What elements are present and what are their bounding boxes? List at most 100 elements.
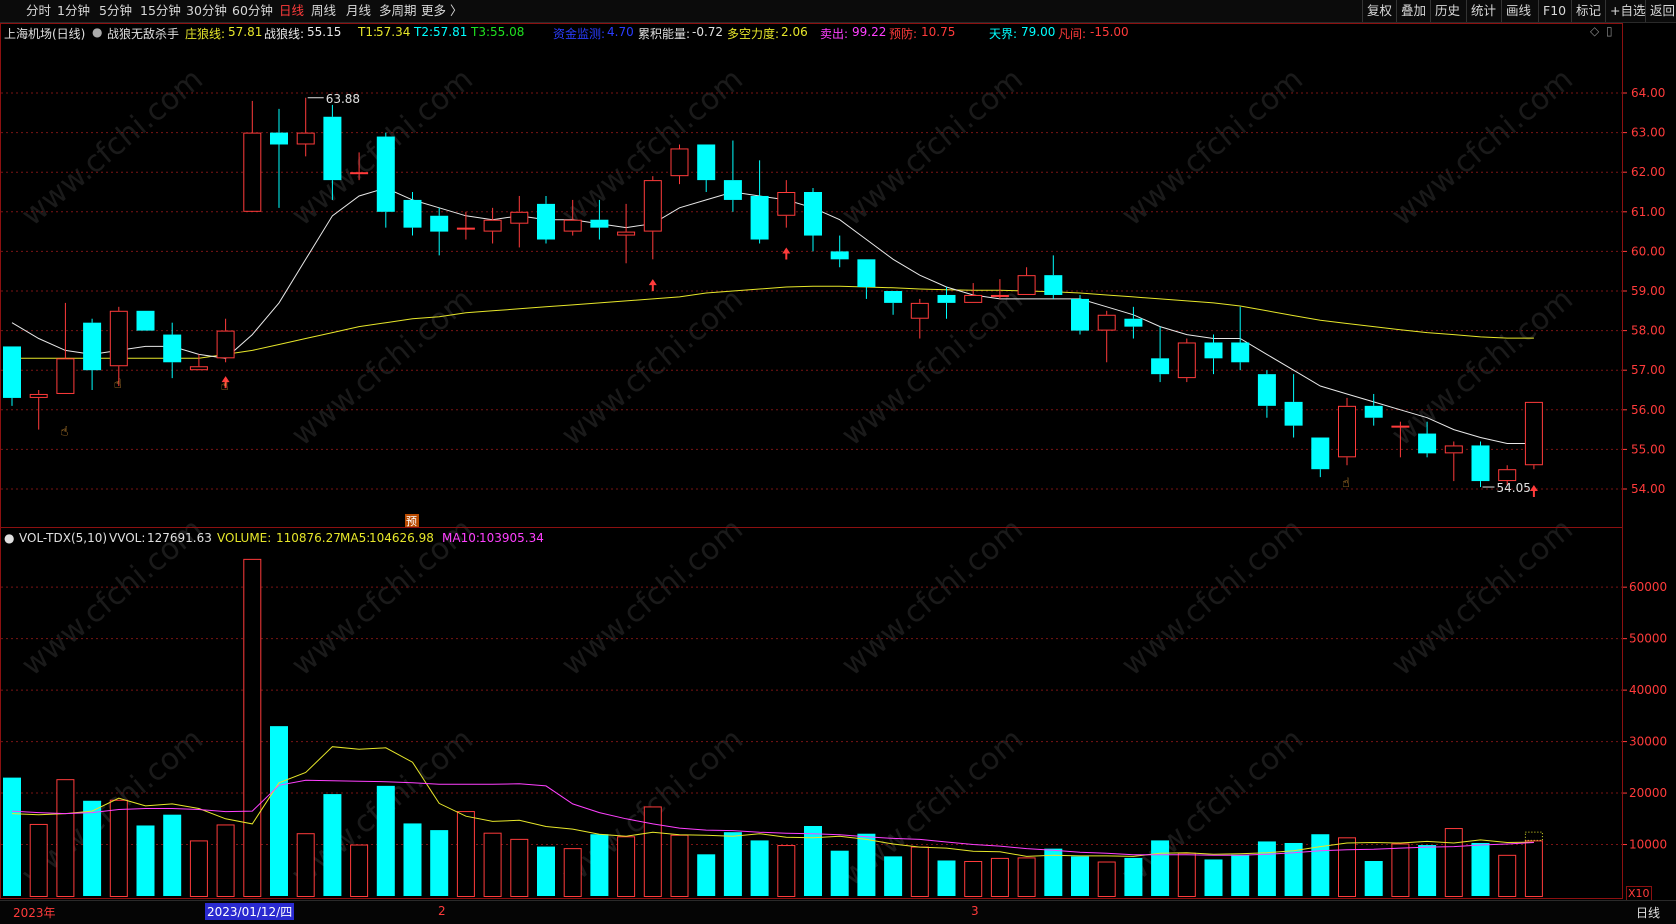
panel-toggle-icon[interactable]: ▯	[1606, 24, 1613, 38]
volume-bar	[1151, 840, 1170, 896]
candle-body	[964, 294, 983, 303]
candle-body	[617, 231, 636, 236]
price-axis: 64.00 63.00 62.00 61.00 60.00 59.00 58.00 57.00…	[1623, 23, 1676, 899]
tab-fenshi[interactable]: 分时	[26, 3, 52, 18]
candle-body	[697, 144, 716, 181]
candle-body	[136, 310, 155, 331]
volume-bar	[670, 834, 689, 897]
candle-body	[1231, 342, 1250, 363]
volume-bar	[1338, 837, 1356, 897]
diamond-icon[interactable]: ◇	[1590, 24, 1600, 38]
axis-svg: 64.00 63.00 62.00 61.00 60.00 59.00 58.00 57.00…	[1623, 86, 1667, 852]
t2-label: T2:	[414, 25, 434, 39]
vol-dot-icon[interactable]: ●	[4, 531, 15, 545]
price-tick-label: 55.00	[1631, 442, 1665, 456]
candle	[590, 199, 609, 240]
mark-button[interactable]: 标记	[1571, 0, 1605, 22]
volume-chart[interactable]	[1, 528, 1622, 898]
candle	[1177, 338, 1196, 383]
t1-value: 57.34	[376, 25, 411, 39]
candle-body	[323, 116, 342, 181]
stock-name: 上海机场(日线)	[4, 27, 86, 41]
volume-bar	[1364, 861, 1383, 896]
volume-bar	[189, 840, 208, 898]
history-button[interactable]: 历史	[1430, 0, 1464, 22]
candle-body	[830, 251, 849, 260]
candle	[1471, 441, 1490, 488]
tab-more[interactable]: 更多 〉	[421, 3, 463, 18]
candle-body	[1338, 405, 1356, 458]
volume-bar	[590, 834, 609, 896]
indicator-name[interactable]: 战狼无敌杀手	[107, 27, 180, 41]
candle-body	[109, 310, 128, 367]
volume-bar	[830, 850, 849, 896]
candle-body	[163, 334, 182, 363]
volume-bar	[3, 777, 21, 896]
volume-bar	[323, 794, 342, 896]
candle-body	[29, 393, 48, 398]
stats-button[interactable]: 统计	[1466, 0, 1500, 22]
candle	[136, 310, 155, 331]
indicator-dot-icon[interactable]: ●	[92, 25, 103, 39]
add-watchlist-button[interactable]: +自选	[1605, 0, 1649, 22]
vol-indicator-name[interactable]: VOL-TDX(5,10)	[19, 531, 108, 545]
tab-1min[interactable]: 1分钟	[57, 3, 90, 18]
candle-body	[777, 192, 796, 216]
f10-button[interactable]: F10	[1538, 0, 1570, 22]
volume-bar	[216, 824, 235, 897]
tab-monthly[interactable]: 月线	[346, 3, 372, 18]
price-tick-label: 56.00	[1631, 403, 1665, 417]
candle	[1391, 421, 1410, 458]
candle	[670, 144, 689, 185]
yu-marker-bg	[405, 514, 419, 527]
volume-panel[interactable]	[0, 528, 1623, 899]
candle-body	[1444, 445, 1463, 454]
month-2-label: 2	[438, 904, 446, 918]
price-tick-label: 63.00	[1631, 126, 1665, 140]
price-tick-label: 62.00	[1631, 165, 1665, 179]
leiji-value: -0.72	[692, 25, 724, 39]
kline-chart[interactable]: 63.88 54.05 ☝ ☝ ☝ ☝ 预	[1, 24, 1622, 527]
zhuanglang-label: 庄狼线:	[185, 27, 226, 41]
candle-body	[670, 148, 689, 177]
candle-body	[1151, 358, 1170, 375]
candle	[990, 279, 1009, 299]
tab-30min[interactable]: 30分钟	[186, 3, 227, 18]
candle-body	[483, 219, 502, 232]
candle-body	[937, 294, 956, 303]
tab-daily[interactable]: 日线	[279, 3, 305, 18]
volume-label: VOLUME:	[217, 531, 272, 545]
hand-signal-icon: ☝	[1342, 476, 1350, 491]
date-axis-bar: 2023年 2023/01/12/四 2 3 日线	[0, 900, 1676, 924]
tab-60min[interactable]: 60分钟	[232, 3, 273, 18]
volume-bar	[1444, 828, 1463, 898]
candle	[1044, 255, 1063, 299]
candle-body	[1418, 433, 1437, 454]
candle	[777, 180, 796, 228]
candle-body	[243, 132, 262, 212]
tab-weekly[interactable]: 周线	[311, 3, 337, 18]
tab-15min[interactable]: 15分钟	[140, 3, 181, 18]
hand-signal-icon: ☝	[114, 377, 122, 392]
duokong-value: 2.06	[781, 25, 808, 39]
candle	[910, 298, 929, 339]
candle-body	[1311, 437, 1330, 470]
draw-line-button[interactable]: 画线	[1501, 0, 1535, 22]
price-tick-label: 57.00	[1631, 363, 1665, 377]
tab-multi-period[interactable]: 多周期	[379, 3, 417, 18]
period-label[interactable]: 日线	[1636, 906, 1661, 920]
fuquan-button[interactable]: 复权	[1362, 0, 1396, 22]
tab-5min[interactable]: 5分钟	[99, 3, 132, 18]
volume-bar	[350, 844, 369, 898]
volume-bar	[777, 845, 796, 898]
overlay-button[interactable]: 叠加	[1396, 0, 1430, 22]
candle	[376, 132, 395, 228]
volume-bar	[750, 840, 769, 896]
month-3-label: 3	[971, 904, 979, 918]
volume-bar	[1097, 861, 1116, 898]
volume-bar	[483, 832, 502, 897]
volume-bar	[163, 814, 182, 896]
back-button[interactable]: 返回	[1645, 0, 1676, 22]
kline-panel[interactable]: 63.88 54.05 ☝ ☝ ☝ ☝ 预	[0, 23, 1623, 528]
candle	[56, 302, 75, 394]
